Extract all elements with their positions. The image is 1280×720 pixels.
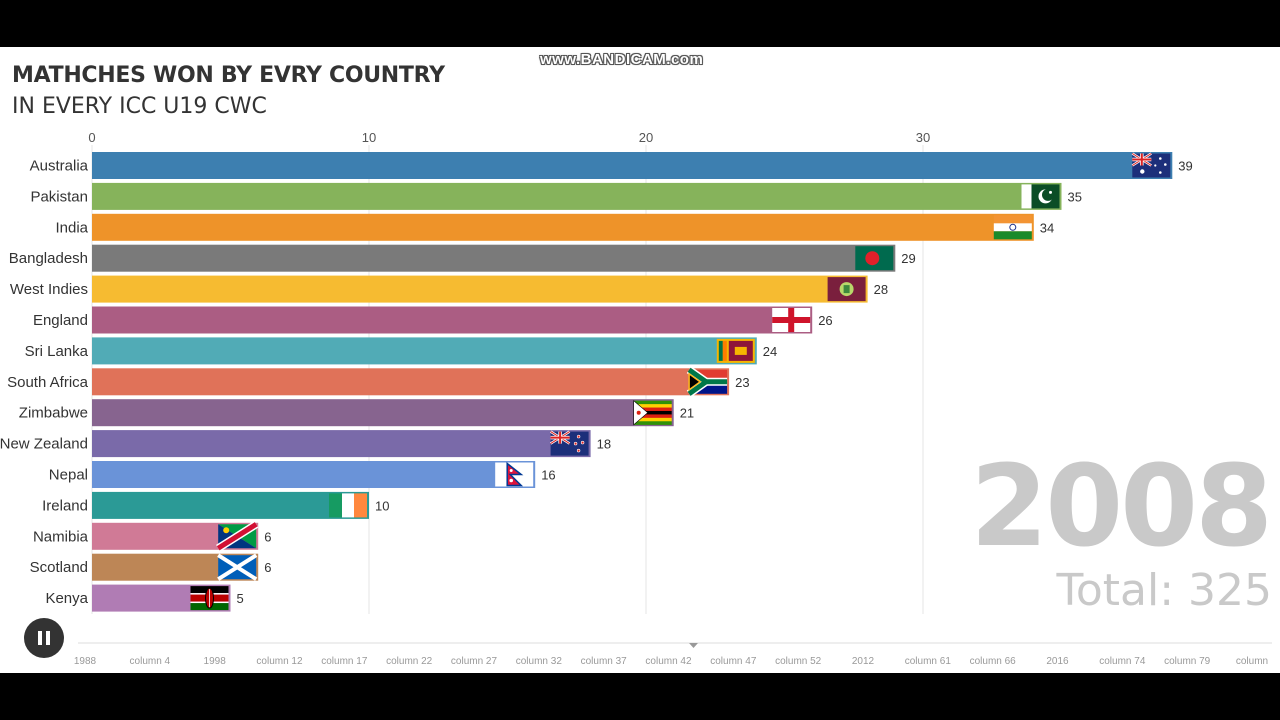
sri-lanka-flag-icon xyxy=(716,338,755,363)
category-label: England xyxy=(33,312,88,329)
bar xyxy=(92,306,813,334)
x-tick-label: 20 xyxy=(639,130,653,145)
bar xyxy=(92,491,369,519)
england-flag-icon xyxy=(772,308,811,332)
bar xyxy=(92,275,868,303)
x-tick-label: 10 xyxy=(362,130,376,145)
category-label: Kenya xyxy=(45,590,88,607)
timeline-label: column 52 xyxy=(775,656,822,667)
bar xyxy=(92,182,1062,210)
x-tick-label: 0 xyxy=(88,130,95,145)
timeline-label: column 27 xyxy=(451,656,498,667)
value-label: 26 xyxy=(818,313,832,328)
ireland-flag-icon xyxy=(329,493,367,518)
chart-title: MATHCHES WON BY EVRY COUNTRY xyxy=(12,63,445,88)
kenya-flag-icon xyxy=(190,586,229,611)
nepal-flag-icon xyxy=(495,461,534,487)
timeline-label: 2016 xyxy=(1046,656,1069,667)
timeline-label: column 74 xyxy=(1099,656,1146,667)
timeline-label: column 4 xyxy=(130,656,171,667)
timeline-label: column 47 xyxy=(710,656,757,667)
timeline-label: column 17 xyxy=(321,656,368,667)
total-label: Total: 325 xyxy=(1056,565,1272,616)
new-zealand-flag-icon xyxy=(549,430,589,456)
bar xyxy=(92,368,730,396)
timeline-label: column 37 xyxy=(581,656,628,667)
timeline-label: column 79 xyxy=(1164,656,1211,667)
bar xyxy=(92,430,591,458)
category-label: West Indies xyxy=(10,281,88,298)
timeline-label: column 32 xyxy=(516,656,563,667)
value-label: 18 xyxy=(597,437,611,452)
chart-canvas: www.BANDICAM.com MATHCHES WON BY EVRY CO… xyxy=(0,47,1280,673)
category-label: Scotland xyxy=(30,559,88,576)
india-flag-icon xyxy=(993,215,1032,240)
category-label: Zimbabwe xyxy=(19,405,88,422)
timeline-label: 2012 xyxy=(852,656,875,667)
value-label: 35 xyxy=(1068,189,1082,204)
namibia-flag-icon xyxy=(216,520,259,552)
bar xyxy=(92,213,1034,241)
category-label: Pakistan xyxy=(30,188,88,205)
value-label: 23 xyxy=(735,375,749,390)
bar-chart: 0 10 20 30 Australia 39 Pakistan 35 India 34 Bangl… xyxy=(0,130,1272,667)
timeline-label: column 61 xyxy=(905,656,952,667)
scotland-flag-icon xyxy=(217,553,258,581)
value-label: 34 xyxy=(1040,220,1054,235)
category-label: South Africa xyxy=(7,374,89,391)
category-label: New Zealand xyxy=(0,436,88,453)
bar xyxy=(92,337,757,365)
zimbabwe-flag-icon xyxy=(633,400,672,426)
x-tick-label: 30 xyxy=(916,130,930,145)
chart-subtitle: IN EVERY ICC U19 CWC xyxy=(12,94,267,119)
value-label: 10 xyxy=(375,498,389,513)
south-africa-flag-icon xyxy=(686,366,728,398)
timeline-label: 1988 xyxy=(74,656,97,667)
timeline-label: 1998 xyxy=(204,656,227,667)
category-label: Bangladesh xyxy=(9,250,88,267)
value-label: 39 xyxy=(1178,159,1192,174)
timeline-label: column 66 xyxy=(970,656,1017,667)
category-label: Sri Lanka xyxy=(25,343,89,360)
value-label: 6 xyxy=(264,560,271,575)
category-label: India xyxy=(55,219,88,236)
timeline-label: column 42 xyxy=(645,656,692,667)
bandicam-watermark: www.BANDICAM.com xyxy=(540,51,704,68)
value-label: 29 xyxy=(901,251,915,266)
timeline-label: column 12 xyxy=(256,656,303,667)
bar xyxy=(92,399,674,427)
timeline-marker-icon xyxy=(689,643,698,648)
west-indies-flag-icon xyxy=(827,277,866,302)
value-label: 5 xyxy=(237,591,244,606)
value-label: 6 xyxy=(264,529,271,544)
timeline-label: column 22 xyxy=(386,656,433,667)
value-label: 24 xyxy=(763,344,777,359)
play-pause-button[interactable] xyxy=(24,618,64,658)
bar xyxy=(92,244,896,272)
bar xyxy=(92,461,536,488)
value-label: 21 xyxy=(680,406,694,421)
category-label: Nepal xyxy=(49,467,88,484)
year-label: 2008 xyxy=(970,442,1273,572)
pakistan-flag-icon xyxy=(1021,184,1060,209)
value-label: 28 xyxy=(874,282,888,297)
bar xyxy=(92,152,1173,179)
australia-flag-icon xyxy=(1131,152,1171,178)
category-label: Ireland xyxy=(42,497,88,514)
timeline-label: column xyxy=(1236,656,1268,667)
bangladesh-flag-icon xyxy=(855,246,894,271)
category-label: Australia xyxy=(30,158,89,175)
value-label: 16 xyxy=(541,468,555,483)
category-label: Namibia xyxy=(33,528,89,545)
